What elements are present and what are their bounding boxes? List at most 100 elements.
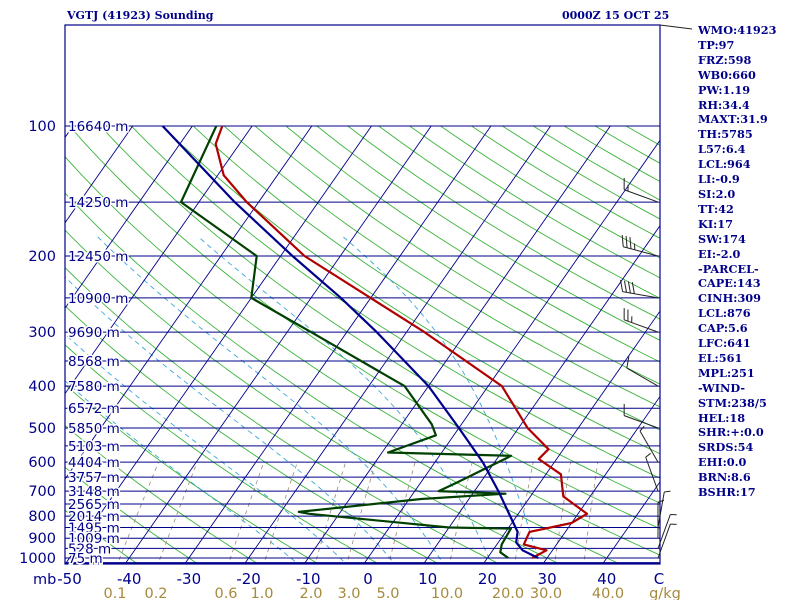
wind-barb: [657, 523, 677, 559]
height-label: 2014 m: [68, 509, 120, 525]
wind-barb: [623, 178, 659, 203]
mixing-ratio-label: 5.0: [376, 586, 399, 600]
moist-adiabat: [65, 380, 299, 564]
dry-adiabat: [254, 125, 660, 385]
param-item: SRDS:54: [698, 440, 754, 455]
param-item: EI:-2.0: [698, 246, 741, 261]
mixing-ratio-line: [388, 462, 416, 564]
param-item: MPL:251: [698, 365, 755, 380]
height-label: 8568 m: [68, 354, 120, 370]
height-label: 1009 m: [68, 531, 120, 547]
dry-adiabat: [285, 125, 660, 363]
sounding-time: 0000Z 15 OCT 25: [562, 9, 670, 22]
param-item: SI:2.0: [698, 186, 736, 201]
plot-frame: [64, 24, 661, 565]
temperature-tick-label: 20: [478, 570, 497, 588]
isotherm: [65, 125, 372, 564]
param-item: L57:6.4: [698, 142, 746, 157]
isotherm: [124, 125, 432, 564]
height-label: 528 m: [68, 541, 111, 557]
mixing-ratio-label: 3.0: [337, 586, 360, 600]
height-label: 3148 m: [68, 484, 120, 500]
param-item: LCL:964: [698, 157, 751, 172]
dry-adiabat: [65, 424, 260, 564]
isotherm: [363, 139, 660, 564]
pressure-tick-label: 100: [28, 119, 56, 135]
moist-adiabat: [96, 235, 444, 564]
mixing-ratio-line: [263, 462, 298, 564]
param-item: LI:-0.9: [698, 172, 740, 187]
param-item: PW:1.19: [698, 82, 751, 97]
dry-adiabat: [65, 267, 501, 564]
pressure-tick-label: 400: [28, 379, 56, 395]
wind-barb: [657, 514, 677, 549]
param-item: LFC:641: [698, 336, 751, 351]
wind-barb: [645, 452, 659, 492]
isotherm: [422, 224, 660, 564]
mixing-ratio-line: [583, 462, 599, 564]
mixing-ratio-label: 1.0: [250, 586, 273, 600]
pressure-tick-label: 1000: [19, 551, 56, 567]
dry-adiabat: [161, 125, 660, 455]
mixing-ratio-label: 0.6: [214, 586, 237, 600]
mixing-ratio-label: 20.0: [492, 586, 524, 600]
height-label: 1495 m: [68, 521, 120, 537]
param-item: LCL:876: [698, 306, 751, 321]
param-item: STM:238/5: [698, 395, 767, 410]
isotherm: [65, 125, 253, 395]
mixing-ratio-label: 2.0: [299, 586, 322, 600]
param-item: -PARCEL-: [698, 261, 759, 276]
dry-adiabat: [65, 384, 320, 564]
param-item: KI:17: [698, 216, 733, 231]
dry-adiabat: [65, 305, 441, 564]
pressure-unit-label: mb: [33, 572, 56, 588]
height-label: 75 m: [68, 551, 103, 567]
param-item: RH:34.4: [698, 97, 750, 112]
mixing-ratio-label: 30.0: [530, 586, 562, 600]
pressure-tick-label: 300: [28, 325, 56, 341]
isotherm: [65, 125, 134, 224]
dry-adiabat: [65, 509, 139, 564]
temperature-tick-label: -20: [236, 570, 261, 588]
param-item: EL:561: [698, 350, 743, 365]
isotherm: [243, 125, 551, 564]
dry-adiabat: [192, 125, 660, 431]
sounding-parameters: WMO:41923 TP:97 FRZ:598 WB0:660 PW:1.19 RH:34…: [698, 23, 777, 500]
param-item: WB0:660: [698, 67, 756, 82]
height-label: 5850 m: [68, 421, 120, 437]
isotherm: [602, 481, 660, 564]
height-label: 2565 m: [68, 497, 120, 513]
height-label: 14250 m: [68, 195, 128, 211]
height-label: 9690 m: [68, 325, 120, 341]
parcel-trace: [161, 125, 539, 559]
param-item: CINH:309: [698, 291, 762, 306]
temperature-tick-label: 40: [597, 570, 616, 588]
isotherm: [482, 310, 660, 564]
wind-barb: [657, 490, 671, 528]
mixing-ratio-line: [554, 462, 571, 564]
temperature-tick-label: 30: [538, 570, 557, 588]
height-label: 12450 m: [68, 249, 128, 265]
mixing-ratio-label: 40.0: [592, 586, 624, 600]
wind-barb: [626, 356, 659, 387]
wind-barb: [623, 308, 659, 333]
param-item: HEL:18: [698, 410, 746, 425]
isotherm: [0, 126, 13, 567]
dewpoint-trace: [179, 125, 513, 559]
moist-adiabat: [65, 333, 348, 564]
isotherm: [65, 125, 74, 139]
param-item: EHI:0.0: [698, 455, 747, 470]
background-lines: [0, 125, 660, 567]
mixing-ratio-line: [116, 462, 159, 564]
height-label: 6572 m: [68, 401, 120, 417]
header-wind-tick: [659, 24, 693, 30]
mixing-ratio-label: 0.2: [144, 586, 167, 600]
mixing-ratio-label: g/kg: [649, 586, 681, 600]
moist-adiabat: [65, 276, 396, 564]
moist-adiabat: [197, 235, 493, 564]
moist-adiabat: [342, 235, 541, 564]
mixing-ratio-label: 0.1: [103, 586, 126, 600]
isotherm: [303, 125, 611, 564]
